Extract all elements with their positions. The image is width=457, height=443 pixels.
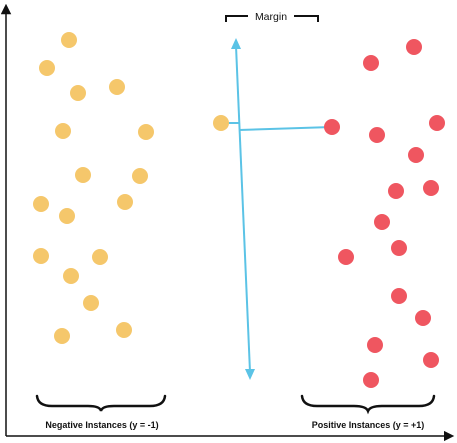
positive-point <box>388 183 404 199</box>
positive-point <box>367 337 383 353</box>
negative-instances-label: Negative Instances (y = -1) <box>45 420 158 430</box>
negative-point <box>33 196 49 212</box>
negative-point <box>55 123 71 139</box>
positive-point <box>369 127 385 143</box>
negative-point <box>59 208 75 224</box>
negative-brace <box>35 394 167 412</box>
negative-point <box>109 79 125 95</box>
negative-point <box>54 328 70 344</box>
positive-point <box>423 180 439 196</box>
negative-point <box>92 249 108 265</box>
positive-point <box>374 214 390 230</box>
negative-point <box>70 85 86 101</box>
positive-point <box>391 288 407 304</box>
margin-bracket <box>225 15 319 22</box>
support-connector-positive <box>238 126 333 131</box>
negative-point <box>75 167 91 183</box>
positive-point <box>363 372 379 388</box>
positive-point <box>423 352 439 368</box>
negative-point <box>116 322 132 338</box>
positive-instances <box>324 39 445 388</box>
positive-point <box>415 310 431 326</box>
negative-point <box>83 295 99 311</box>
negative-point <box>39 60 55 76</box>
margin-label: Margin <box>255 11 287 23</box>
positive-brace <box>300 394 436 415</box>
negative-point <box>138 124 154 140</box>
positive-point <box>429 115 445 131</box>
positive-instances-label: Positive Instances (y = +1) <box>312 420 425 430</box>
negative-point <box>132 168 148 184</box>
positive-point <box>363 55 379 71</box>
positive-point <box>408 147 424 163</box>
negative-point <box>117 194 133 210</box>
positive-point <box>338 249 354 265</box>
positive-point <box>406 39 422 55</box>
negative-point <box>33 248 49 264</box>
negative-support-vector <box>213 115 229 131</box>
positive-point <box>391 240 407 256</box>
hyperplane <box>231 38 255 380</box>
negative-point <box>61 32 77 48</box>
negative-instances <box>33 32 229 344</box>
positive-support-vector <box>324 119 340 135</box>
negative-point <box>63 268 79 284</box>
